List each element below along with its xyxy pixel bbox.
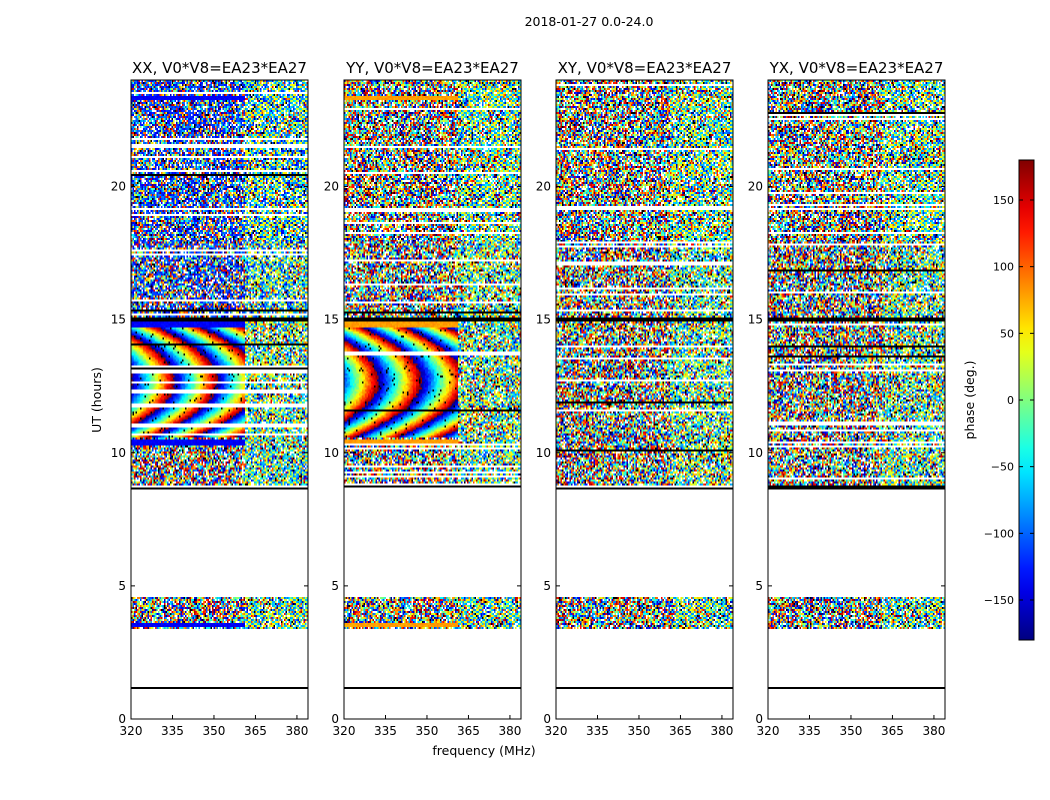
panel-title: XY, V0*V8=EA23*EA27 [558,59,732,77]
panel-frame [130,79,309,720]
y-tick-label: 20 [536,180,551,194]
x-tick-label: 320 [757,724,780,738]
colorbar-tick-label: 150 [993,194,1014,207]
y-tick-label: 20 [748,180,763,194]
figure-suptitle: 2018-01-27 0.0-24.0 [525,14,654,29]
x-tick-label: 365 [669,724,692,738]
x-tick-label: 365 [244,724,267,738]
y-tick-label: 15 [324,313,339,327]
panel-title: YY, V0*V8=EA23*EA27 [345,59,519,77]
y-tick-label: 10 [324,446,339,460]
x-tick-label: 380 [710,724,733,738]
panel-frame [555,79,734,720]
y-tick-label: 15 [748,313,763,327]
x-tick-label: 380 [498,724,521,738]
y-tick-label: 10 [536,446,551,460]
y-tick-label: 5 [118,579,126,593]
panel-yx: YX, V0*V8=EA23*EA27 320 335 350 365 380 0 5 10 15… [748,59,946,738]
x-tick-label: 350 [203,724,226,738]
panel-title: YX, V0*V8=EA23*EA27 [769,59,944,77]
x-axis-label: frequency (MHz) [432,743,535,758]
x-tick-label: 350 [840,724,863,738]
panel-yy: YY, V0*V8=EA23*EA27 320 335 350 365 380 0 5 10 15… [324,59,522,738]
x-tick-label: 365 [457,724,480,738]
heatmap-xy [556,80,733,719]
heatmap-xx [131,80,308,719]
x-tick-label: 350 [416,724,439,738]
heatmap-yy [344,80,521,719]
colorbar-tick-label: 0 [1007,394,1014,407]
y-tick-label: 20 [111,180,126,194]
panel-frame [343,79,522,720]
y-axis-label: UT (hours) [89,367,104,433]
panel-title: XX, V0*V8=EA23*EA27 [132,59,307,77]
x-tick-label: 320 [545,724,568,738]
y-tick-label: 20 [324,180,339,194]
y-tick-label: 10 [111,446,126,460]
y-tick-label: 5 [755,579,763,593]
y-tick-label: 0 [755,712,763,726]
y-tick-label: 0 [331,712,339,726]
x-tick-label: 380 [922,724,945,738]
panels-group: XX, V0*V8=EA23*EA27 320 335 350 365 380 0 5 10 15… [111,59,946,738]
colorbar-tick-label: 100 [993,261,1014,274]
x-tick-label: 350 [628,724,651,738]
x-tick-label: 335 [798,724,821,738]
panel-xx: XX, V0*V8=EA23*EA27 320 335 350 365 380 0 5 10 15… [111,59,309,738]
heatmap-yx [768,80,945,719]
colorbar-tick-label: −150 [984,594,1014,607]
y-tick-label: 0 [543,712,551,726]
y-tick-label: 10 [748,446,763,460]
x-tick-label: 335 [161,724,184,738]
y-tick-label: 5 [331,579,339,593]
x-tick-label: 320 [120,724,143,738]
x-tick-label: 335 [586,724,609,738]
colorbar: −150 −100 −50 0 50 100 150 [984,159,1035,641]
x-tick-label: 365 [881,724,904,738]
panel-frame [767,79,946,720]
x-tick-label: 335 [374,724,397,738]
y-tick-label: 0 [118,712,126,726]
y-tick-label: 5 [543,579,551,593]
colorbar-tick-label: −50 [991,461,1014,474]
y-tick-label: 15 [111,313,126,327]
colorbar-label: phase (deg.) [962,361,977,440]
x-tick-label: 380 [285,724,308,738]
colorbar-tick-label: −100 [984,527,1014,540]
y-tick-label: 15 [536,313,551,327]
panel-xy: XY, V0*V8=EA23*EA27 320 335 350 365 380 0 5 10 15… [536,59,734,738]
colorbar-tick-label: 50 [1000,327,1014,340]
x-tick-label: 320 [333,724,356,738]
